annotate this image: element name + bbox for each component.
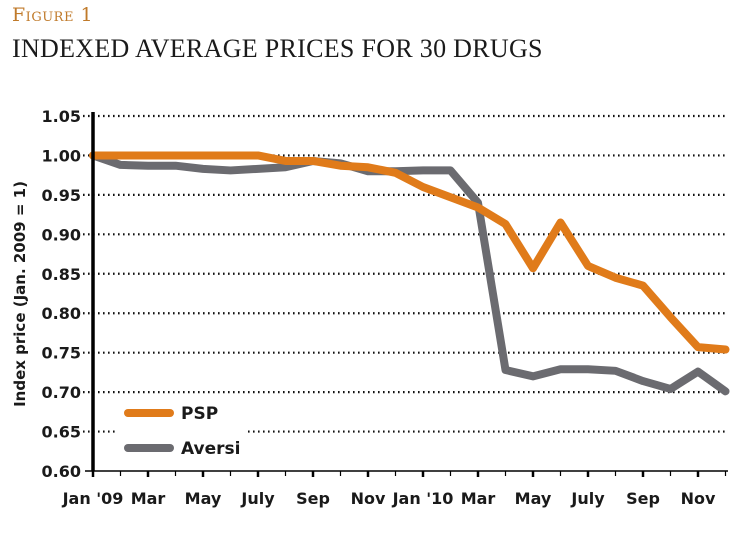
y-tick-label: 0.80 bbox=[42, 304, 81, 323]
x-tick-label: Sep bbox=[626, 489, 660, 508]
x-tick-label: May bbox=[185, 489, 222, 508]
x-axis-ticks: Jan '09 Mar May July Sep Nov Jan '10 Mar May July… bbox=[62, 471, 727, 508]
figure-label: Figure 1 bbox=[12, 4, 94, 26]
x-tick-label: Nov bbox=[351, 489, 386, 508]
y-tick-label: 0.90 bbox=[42, 225, 81, 244]
y-axis-title: Index price (Jan. 2009 = 1) bbox=[11, 181, 29, 407]
x-tick-label: May bbox=[515, 489, 552, 508]
figure-title: INDEXED AVERAGE PRICES FOR 30 DRUGS bbox=[12, 34, 543, 63]
legend-label-psp: PSP bbox=[181, 404, 218, 424]
x-tick-label: Mar bbox=[131, 489, 166, 508]
y-axis-ticks: 0.60 0.65 0.70 0.75 0.80 0.85 0.90 0.95 1.00 1.05 bbox=[42, 107, 81, 481]
y-tick-label: 0.85 bbox=[42, 265, 81, 284]
y-tick-label: 1.05 bbox=[42, 107, 81, 126]
x-tick-label: Nov bbox=[681, 489, 716, 508]
axes bbox=[85, 112, 728, 472]
series-line-psp bbox=[89, 151, 730, 354]
series-lines bbox=[89, 151, 730, 396]
y-tick-label: 0.65 bbox=[42, 423, 81, 442]
legend-label-aversi: Aversi bbox=[181, 439, 241, 459]
x-tick-label: Jan '10 bbox=[392, 489, 454, 508]
x-tick-label: July bbox=[570, 489, 605, 508]
y-tick-label: 0.75 bbox=[42, 344, 81, 363]
x-tick-label: July bbox=[240, 489, 275, 508]
x-tick-label: Jan '09 bbox=[62, 489, 124, 508]
legend: PSP Aversi bbox=[118, 404, 246, 466]
series-line-aversi bbox=[89, 151, 730, 396]
x-tick-label: Mar bbox=[461, 489, 496, 508]
y-tick-label: 0.60 bbox=[42, 462, 81, 481]
y-tick-label: 0.95 bbox=[42, 186, 81, 205]
x-tick-label: Sep bbox=[296, 489, 330, 508]
y-tick-label: 0.70 bbox=[42, 383, 81, 402]
y-tick-label: 1.00 bbox=[42, 146, 81, 165]
